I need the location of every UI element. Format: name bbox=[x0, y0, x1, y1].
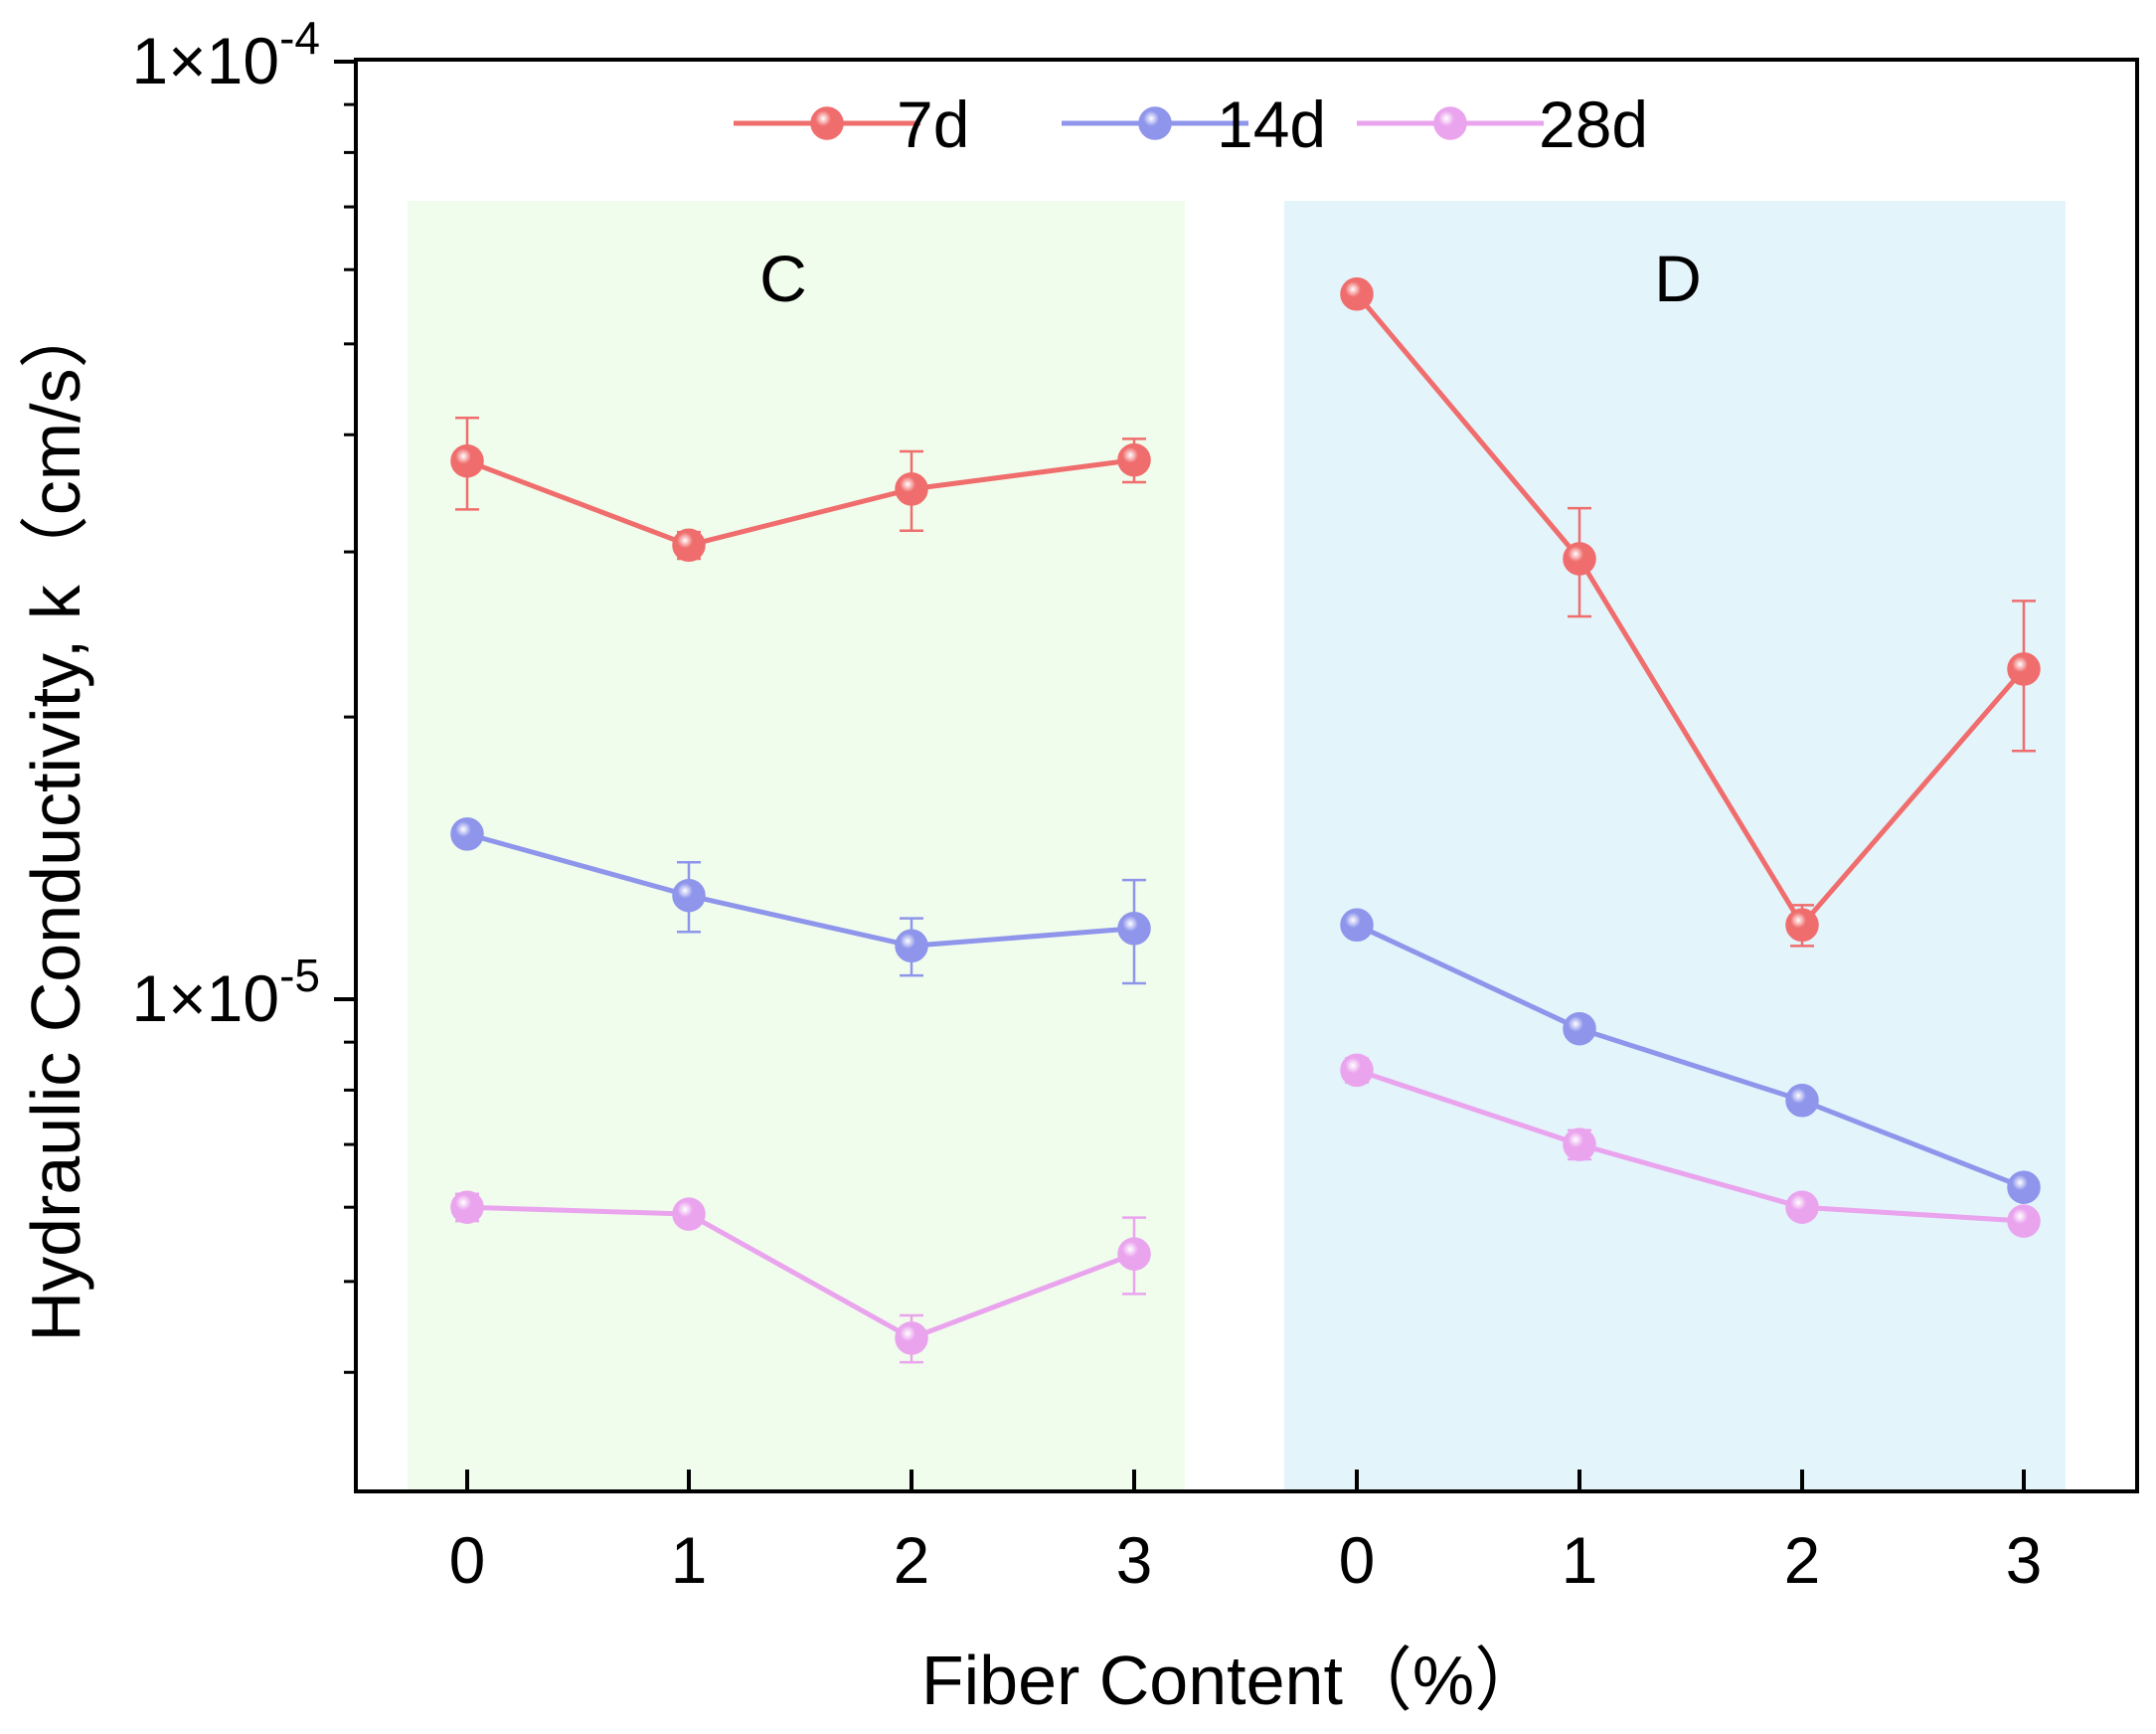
data-point-28d bbox=[895, 1321, 928, 1355]
data-point-7d bbox=[1785, 908, 1819, 943]
legend-marker-7d bbox=[810, 106, 844, 140]
legend-label-14d: 14d bbox=[1217, 87, 1326, 161]
x-tick-label: 2 bbox=[894, 1523, 930, 1597]
x-tick-label: 3 bbox=[2006, 1523, 2043, 1597]
data-point-7d bbox=[672, 528, 706, 563]
legend-marker-14d bbox=[1138, 106, 1172, 140]
legend-label-7d: 7d bbox=[897, 87, 969, 161]
x-tick-label: 1 bbox=[1562, 1523, 1598, 1597]
series-line-28d bbox=[466, 1204, 1135, 1341]
x-tick-label: 3 bbox=[1116, 1523, 1153, 1597]
group-shade-d bbox=[1284, 201, 2066, 1491]
data-point-28d bbox=[1117, 1237, 1151, 1271]
data-point-14d bbox=[1785, 1084, 1819, 1118]
series-line-28d bbox=[1356, 1068, 2025, 1224]
data-point-28d bbox=[1563, 1127, 1596, 1161]
series-line-7d bbox=[1355, 292, 2026, 928]
x-tick-label: 1 bbox=[671, 1523, 708, 1597]
data-point-28d bbox=[2007, 1204, 2041, 1238]
data-point-7d bbox=[2007, 652, 2041, 686]
series-line-14d bbox=[466, 831, 1135, 949]
group-label-c: C bbox=[759, 242, 807, 315]
data-point-7d bbox=[895, 472, 928, 506]
plot-frame bbox=[354, 58, 2139, 1493]
x-tick-label: 0 bbox=[1339, 1523, 1376, 1597]
data-point-7d bbox=[1563, 542, 1596, 576]
data-point-14d bbox=[1563, 1011, 1596, 1046]
series-line-14d bbox=[1355, 923, 2025, 1190]
data-point-14d bbox=[672, 878, 706, 913]
data-point-7d bbox=[1117, 442, 1151, 477]
group-label-d: D bbox=[1654, 242, 1702, 315]
x-tick-label: 0 bbox=[449, 1523, 486, 1597]
y-axis-title: Hydraulic Conductivity, k（cm/s） bbox=[17, 299, 94, 1342]
legend-label-28d: 28d bbox=[1539, 87, 1648, 161]
data-point-14d bbox=[2007, 1170, 2041, 1204]
data-point-7d bbox=[450, 443, 484, 478]
x-axis-title: Fiber Content（%） bbox=[921, 1642, 1544, 1719]
legend-marker-28d bbox=[1433, 106, 1467, 140]
data-point-14d bbox=[1340, 908, 1374, 943]
series-line-7d bbox=[466, 457, 1135, 548]
data-point-14d bbox=[450, 817, 484, 851]
data-point-28d bbox=[1785, 1190, 1819, 1224]
data-point-14d bbox=[1117, 912, 1151, 946]
x-tick-label: 2 bbox=[1784, 1523, 1821, 1597]
data-point-28d bbox=[672, 1197, 706, 1231]
legend: 7d 14d 28d bbox=[734, 87, 1648, 161]
data-point-28d bbox=[450, 1190, 484, 1224]
data-point-7d bbox=[1340, 277, 1374, 311]
data-point-14d bbox=[895, 929, 928, 963]
data-point-28d bbox=[1340, 1053, 1374, 1088]
group-shade-c bbox=[408, 201, 1185, 1491]
